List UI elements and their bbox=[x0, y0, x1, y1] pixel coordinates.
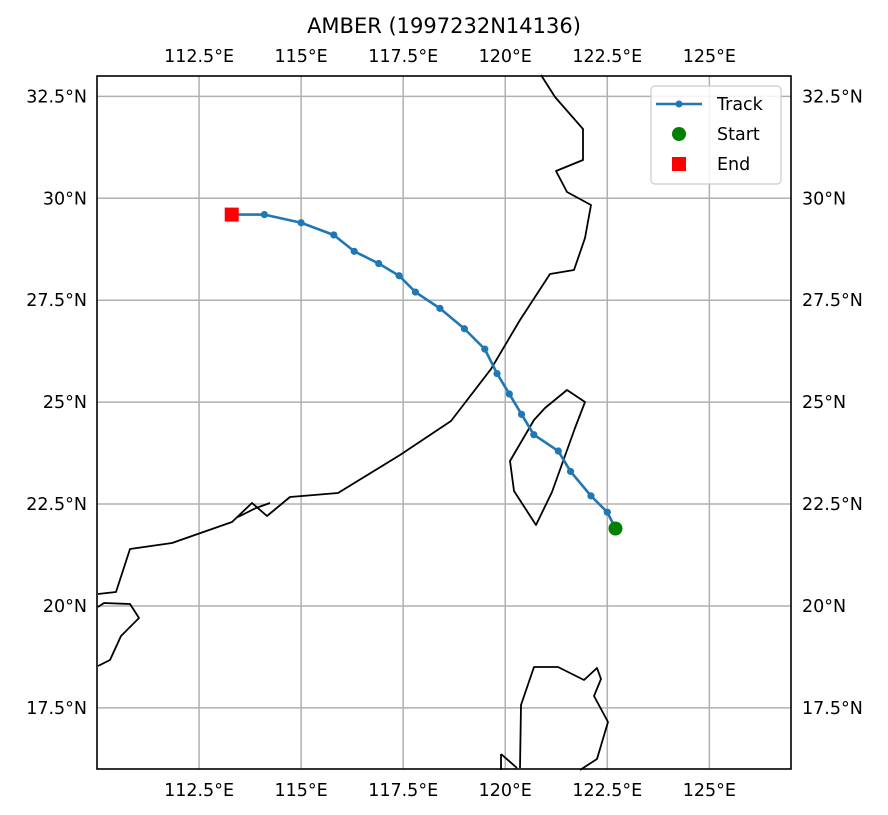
track-point bbox=[350, 247, 358, 255]
y-tick-label-left: 30°N bbox=[43, 189, 87, 209]
x-tick-label-bottom: 115°E bbox=[275, 781, 328, 801]
start-marker bbox=[608, 521, 623, 536]
x-tick-label-top: 125°E bbox=[683, 47, 736, 67]
x-tick-label-bottom: 120°E bbox=[479, 781, 532, 801]
y-tick-label-left: 27.5°N bbox=[26, 291, 87, 311]
y-tick-label-right: 32.5°N bbox=[802, 87, 863, 107]
legend-track-marker bbox=[675, 100, 683, 108]
coastline-luzon bbox=[500, 666, 609, 771]
y-tick-label-left: 17.5°N bbox=[26, 699, 87, 719]
map-frame bbox=[96, 75, 792, 770]
track-point bbox=[530, 431, 538, 439]
legend-track-label: Track bbox=[716, 95, 764, 115]
x-tick-label-top: 122.5°E bbox=[572, 47, 642, 67]
track-point bbox=[587, 492, 595, 500]
y-tick-label-right: 22.5°N bbox=[802, 495, 863, 515]
track-point bbox=[375, 259, 383, 268]
y-tick-label-left: 22.5°N bbox=[26, 495, 87, 515]
y-tick-label-left: 20°N bbox=[43, 597, 87, 617]
coastlines bbox=[97, 74, 609, 771]
y-tick-label-right: 27.5°N bbox=[802, 291, 863, 311]
track-point bbox=[505, 390, 513, 398]
track-point bbox=[493, 369, 501, 378]
coastline-taiwan bbox=[509, 389, 586, 526]
x-tick-label-bottom: 112.5°E bbox=[164, 781, 234, 801]
coastline-mainland bbox=[97, 74, 592, 595]
y-tick-label-right: 17.5°N bbox=[802, 699, 863, 719]
legend: Track Start End bbox=[650, 85, 782, 185]
legend-end-label: End bbox=[717, 155, 750, 175]
map-title: AMBER (1997232N14136) bbox=[307, 14, 581, 38]
track-point bbox=[411, 288, 420, 296]
x-tick-label-top: 120°E bbox=[479, 47, 532, 67]
y-tick-label-right: 30°N bbox=[802, 189, 846, 209]
y-tick-label-right: 25°N bbox=[802, 393, 846, 413]
track-point bbox=[481, 345, 489, 353]
track-layer bbox=[224, 207, 623, 536]
x-tick-label-top: 115°E bbox=[275, 47, 328, 67]
track-point bbox=[517, 410, 526, 418]
coastline-island-small bbox=[237, 502, 271, 518]
track-point bbox=[260, 211, 268, 219]
x-tick-label-top: 117.5°E bbox=[368, 47, 438, 67]
track-point bbox=[566, 467, 575, 476]
track-point bbox=[554, 447, 562, 455]
track-point bbox=[436, 304, 444, 312]
x-tick-label-bottom: 125°E bbox=[683, 781, 736, 801]
track-point bbox=[603, 508, 611, 516]
track-point bbox=[395, 272, 403, 280]
x-tick-label-bottom: 122.5°E bbox=[572, 781, 642, 801]
x-tick-label-top: 112.5°E bbox=[164, 47, 234, 67]
track-point bbox=[297, 219, 305, 227]
end-marker bbox=[224, 207, 239, 222]
legend-start-marker bbox=[672, 127, 686, 141]
legend-end-marker bbox=[672, 157, 686, 171]
y-tick-label-left: 25°N bbox=[43, 393, 87, 413]
x-tick-label-bottom: 117.5°E bbox=[368, 781, 438, 801]
track-point bbox=[460, 325, 469, 333]
tick-labels: 112.5°E 112.5°E 115°E 115°E 117.5°E 117.5°E 12… bbox=[26, 47, 863, 801]
y-tick-label-right: 20°N bbox=[802, 597, 846, 617]
track-point bbox=[330, 231, 338, 239]
track-line bbox=[231, 213, 617, 530]
y-tick-label-left: 32.5°N bbox=[26, 87, 87, 107]
coastline-leizhou bbox=[97, 602, 140, 667]
legend-start-label: Start bbox=[717, 125, 760, 145]
